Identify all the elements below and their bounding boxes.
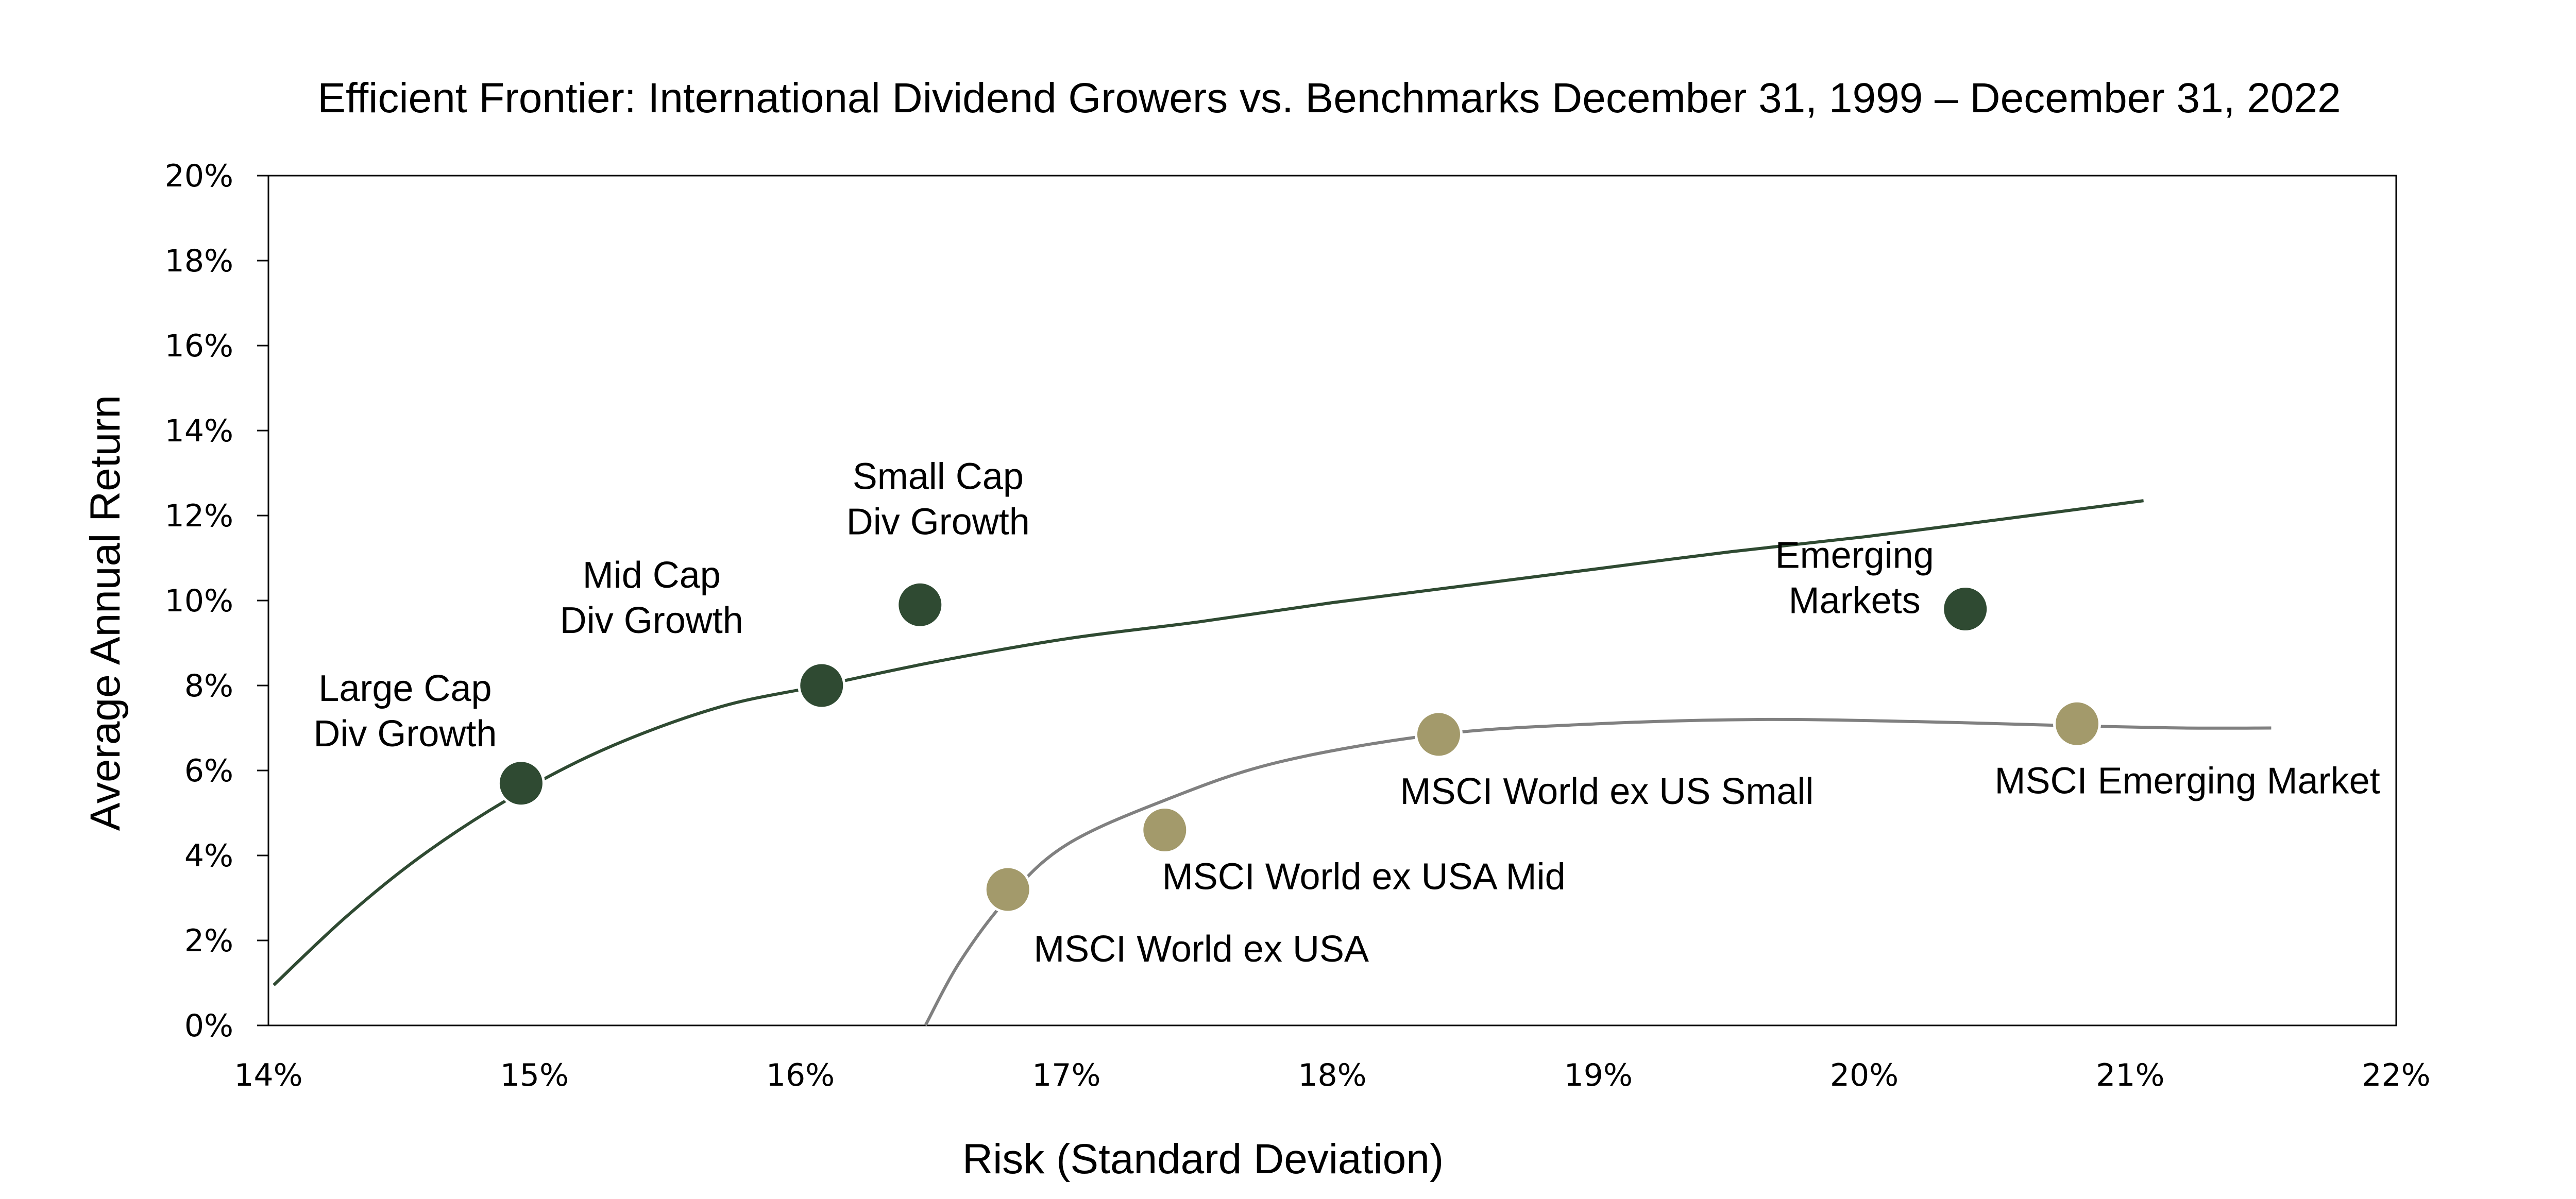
point-label-line: Div Growth bbox=[313, 713, 497, 755]
x-tick-label: 15% bbox=[500, 1057, 569, 1093]
x-tick-label: 19% bbox=[1564, 1057, 1633, 1093]
x-tick-label: 22% bbox=[2362, 1057, 2430, 1093]
emerging-markets-label: Emerging Markets bbox=[1775, 535, 1934, 622]
x-tick-label: 16% bbox=[766, 1057, 835, 1093]
msci-world-ex-us-small-point bbox=[1415, 710, 1463, 759]
mid-cap-div-growth-point bbox=[798, 661, 846, 710]
y-tick-label: 0% bbox=[184, 1008, 233, 1044]
small-cap-div-growth-label: Small Cap Div Growth bbox=[846, 456, 1030, 542]
msci-world-ex-usa-point bbox=[984, 865, 1032, 914]
point-label-line: Div Growth bbox=[846, 501, 1030, 542]
x-tick-label: 17% bbox=[1032, 1057, 1100, 1093]
large-cap-div-growth-point bbox=[497, 759, 545, 808]
msci-world-ex-usa-mid-point bbox=[1141, 806, 1189, 854]
point-label-line: Large Cap bbox=[318, 668, 492, 709]
y-tick-label: 4% bbox=[184, 838, 233, 874]
point-label-line: MSCI Emerging Market bbox=[1995, 760, 2380, 801]
msci-emerging-market-label: MSCI Emerging Market bbox=[1995, 760, 2380, 801]
point-label-line: MSCI World ex USA Mid bbox=[1162, 857, 1566, 898]
point-label-line: Markets bbox=[1789, 580, 1921, 622]
x-axis-title: Risk (Standard Deviation) bbox=[962, 1136, 1444, 1183]
point-label-line: MSCI World ex USA bbox=[1033, 929, 1369, 970]
x-tick-label: 21% bbox=[2096, 1057, 2164, 1093]
y-tick-label: 12% bbox=[165, 498, 233, 534]
chart-title: Efficient Frontier: International Divide… bbox=[317, 75, 2341, 122]
data-points bbox=[497, 580, 2101, 914]
y-tick-label: 6% bbox=[184, 753, 233, 789]
point-label-line: Div Growth bbox=[560, 600, 743, 641]
y-tick-label: 14% bbox=[165, 413, 233, 449]
y-tick-label: 8% bbox=[184, 668, 233, 704]
y-tick-label: 2% bbox=[184, 923, 233, 959]
large-cap-div-growth-label: Large Cap Div Growth bbox=[313, 668, 497, 755]
x-tick-label: 14% bbox=[234, 1057, 302, 1093]
point-label-line: Small Cap bbox=[853, 456, 1024, 497]
y-tick-label: 18% bbox=[165, 243, 233, 279]
x-tick-label: 18% bbox=[1298, 1057, 1366, 1093]
x-tick-label: 20% bbox=[1830, 1057, 1899, 1093]
mid-cap-div-growth-label: Mid Cap Div Growth bbox=[560, 555, 743, 641]
small-cap-div-growth-point bbox=[896, 580, 944, 629]
y-axis-title: Average Annual Return bbox=[82, 395, 129, 831]
msci-world-ex-usa-label: MSCI World ex USA bbox=[1033, 929, 1369, 970]
x-axis-ticks: 14% 15% 16% 17% 18% 19% 20% 21% 22% bbox=[234, 1057, 2430, 1093]
y-axis-ticks: 0% 2% 4% 6% 8% 10% 12% 14% 16% 18% 20% bbox=[165, 158, 268, 1044]
point-label-line: MSCI World ex US Small bbox=[1400, 771, 1814, 812]
point-label-line: Mid Cap bbox=[583, 555, 721, 596]
y-tick-label: 16% bbox=[165, 328, 233, 364]
msci-emerging-market-point bbox=[2053, 699, 2101, 748]
msci-world-ex-usa-mid-label: MSCI World ex USA Mid bbox=[1162, 857, 1566, 898]
emerging-markets-point bbox=[1941, 585, 1990, 633]
msci-world-ex-us-small-label: MSCI World ex US Small bbox=[1400, 771, 1814, 812]
y-tick-label: 10% bbox=[165, 583, 233, 619]
y-tick-label: 20% bbox=[165, 158, 233, 194]
point-label-line: Emerging bbox=[1775, 535, 1934, 576]
